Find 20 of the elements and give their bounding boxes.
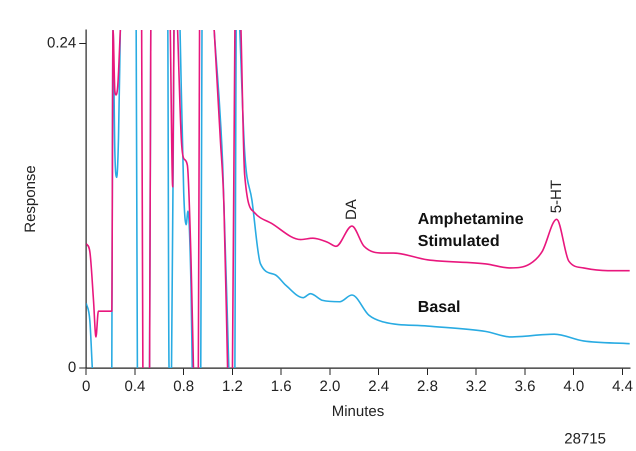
x-tick-label: 2.0 xyxy=(320,378,340,396)
x-axis-title: Minutes xyxy=(332,403,384,420)
x-tick-label: 1.6 xyxy=(270,378,292,396)
x-tick-label: 0.8 xyxy=(173,378,194,396)
x-tick-label: 0 xyxy=(82,378,90,396)
annotation: 5-HT xyxy=(548,180,565,214)
series-label: Amphetamine Stimulated xyxy=(418,210,524,250)
x-tick-label: 1.2 xyxy=(222,378,243,396)
text: 28715 xyxy=(564,430,606,448)
annotation: DA xyxy=(343,199,360,220)
x-tick-label: 2.4 xyxy=(368,378,390,396)
x-tick-label: 4.0 xyxy=(563,378,584,396)
x-tick-label: 4.4 xyxy=(612,378,633,396)
x-tick-label: 3.2 xyxy=(466,378,487,396)
x-tick-label: 0.4 xyxy=(124,378,146,396)
y-tick-label: 0.24 xyxy=(46,34,76,52)
y-axis-title: Response xyxy=(22,165,40,233)
x-tick-label: 2.8 xyxy=(417,378,438,396)
series-label: Basal xyxy=(418,299,460,316)
x-tick-label: 3.6 xyxy=(514,378,536,396)
